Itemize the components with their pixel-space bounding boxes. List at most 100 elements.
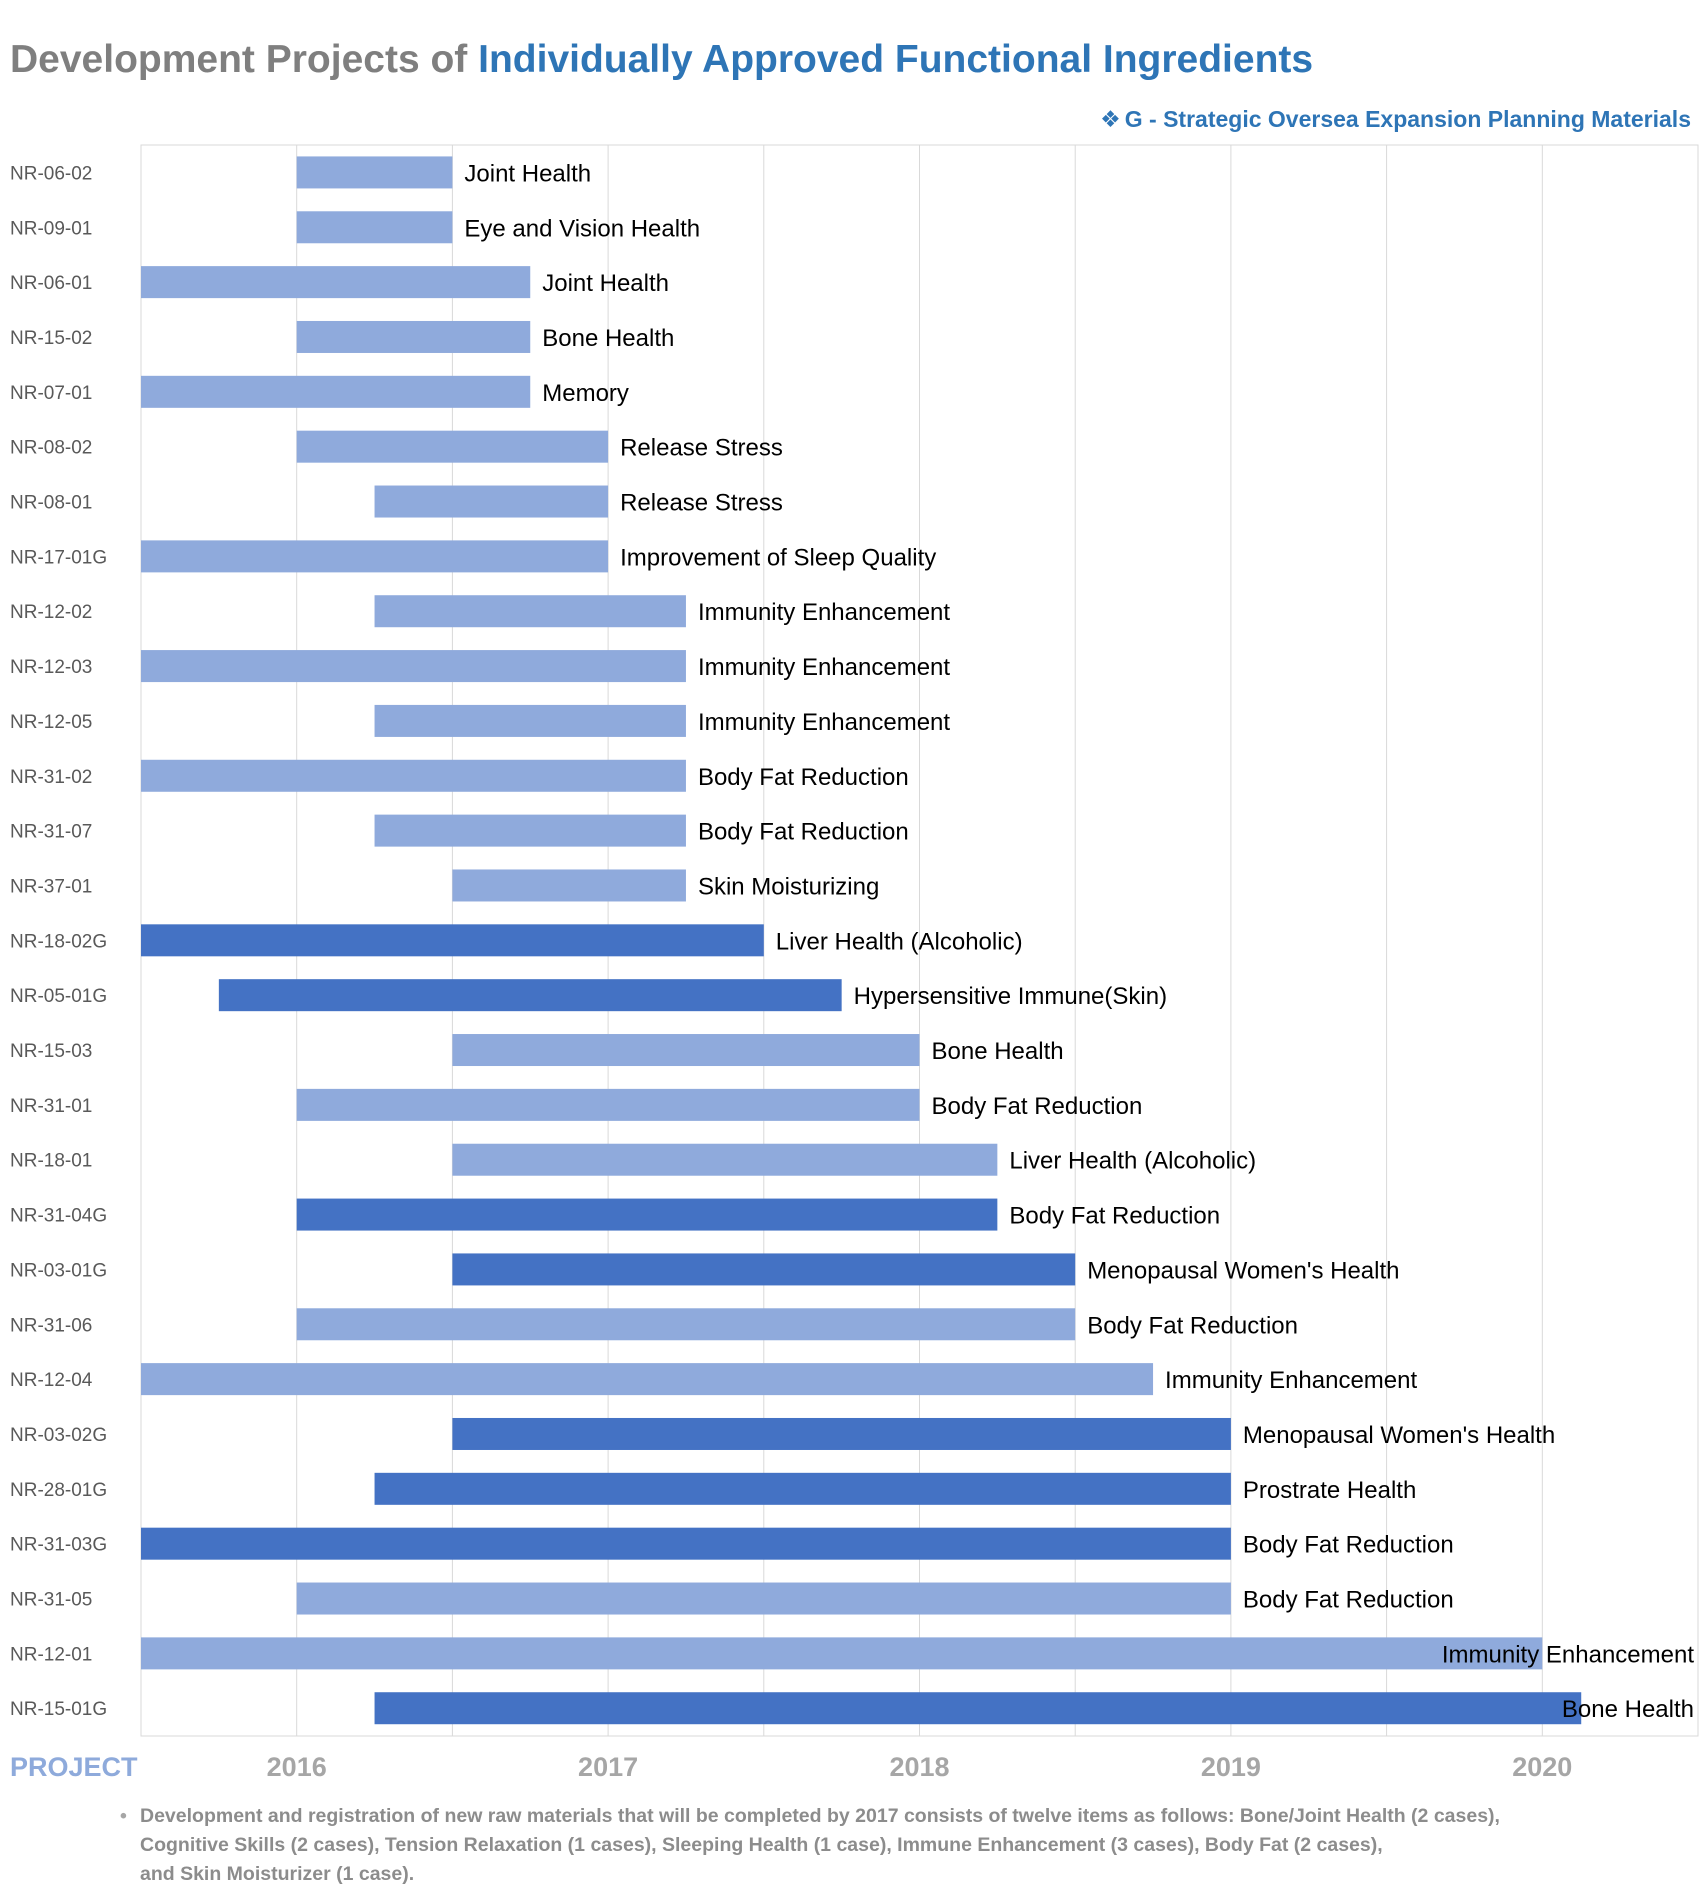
project-id-nr-12-01: NR-12-01 bbox=[10, 1644, 92, 1665]
bar-nr-08-02 bbox=[296, 430, 609, 463]
bar-label-nr-31-03g: Body Fat Reduction bbox=[1243, 1532, 1454, 1559]
footnote-line-1: Development and registration of new raw … bbox=[140, 1805, 1500, 1827]
project-id-nr-05-01g: NR-05-01G bbox=[10, 986, 107, 1007]
bar-label-nr-12-04: Immunity Enhancement bbox=[1165, 1367, 1417, 1394]
project-id-nr-31-01: NR-31-01 bbox=[10, 1096, 92, 1117]
x-tick-label-2020: 2020 bbox=[1512, 1752, 1572, 1782]
bar-label-nr-28-01g: Prostrate Health bbox=[1243, 1477, 1416, 1504]
bar-nr-08-01 bbox=[374, 485, 609, 518]
project-id-nr-31-02: NR-31-02 bbox=[10, 767, 92, 788]
project-id-nr-31-07: NR-31-07 bbox=[10, 822, 92, 843]
bar-nr-09-01 bbox=[296, 211, 453, 244]
bar-label-nr-08-01: Release Stress bbox=[620, 490, 783, 517]
project-id-nr-17-01g: NR-17-01G bbox=[10, 547, 107, 568]
project-id-labels: NR-06-02 NR-09-01 NR-06-01 NR-15-02 NR-07-01… bbox=[10, 163, 107, 1720]
project-id-nr-03-02g: NR-03-02G bbox=[10, 1425, 107, 1446]
project-id-nr-31-04g: NR-31-04G bbox=[10, 1206, 107, 1227]
bar-nr-12-01 bbox=[141, 1637, 1543, 1670]
bar-nr-31-06 bbox=[296, 1308, 1076, 1341]
bar-label-nr-09-01: Eye and Vision Health bbox=[464, 215, 700, 242]
project-id-nr-12-05: NR-12-05 bbox=[10, 712, 92, 733]
project-id-nr-15-03: NR-15-03 bbox=[10, 1041, 92, 1062]
bar-nr-12-02 bbox=[374, 595, 686, 628]
chart-subtitle-text: G - Strategic Oversea Expansion Planning… bbox=[1124, 106, 1691, 132]
project-id-nr-03-01g: NR-03-01G bbox=[10, 1260, 107, 1281]
bar-nr-31-05 bbox=[296, 1582, 1231, 1615]
bar-nr-03-01g bbox=[452, 1253, 1076, 1286]
bar-nr-28-01g bbox=[374, 1472, 1231, 1505]
bar-nr-31-02 bbox=[141, 759, 686, 792]
bar-nr-12-05 bbox=[374, 704, 686, 737]
bars bbox=[141, 156, 1582, 1725]
project-id-nr-09-01: NR-09-01 bbox=[10, 218, 92, 239]
x-tick-label-2017: 2017 bbox=[578, 1752, 638, 1782]
bar-nr-03-02g bbox=[452, 1417, 1231, 1450]
bar-label-nr-31-07: Body Fat Reduction bbox=[698, 819, 909, 846]
project-id-nr-07-01: NR-07-01 bbox=[10, 383, 92, 404]
y-axis-title: PROJECT bbox=[10, 1752, 138, 1782]
bar-nr-12-03 bbox=[141, 650, 686, 683]
project-id-nr-06-02: NR-06-02 bbox=[10, 163, 92, 184]
bar-label-nr-31-04g: Body Fat Reduction bbox=[1009, 1203, 1220, 1230]
x-tick-label-2016: 2016 bbox=[267, 1752, 327, 1782]
footnote-line-3: and Skin Moisturizer (1 case). bbox=[140, 1863, 415, 1885]
x-tick-label-2019: 2019 bbox=[1201, 1752, 1261, 1782]
project-id-nr-31-03g: NR-31-03G bbox=[10, 1535, 107, 1556]
gantt-chart: Joint Health Eye and Vision Health Joint H… bbox=[10, 144, 1699, 1782]
chart-title-part1: Development Projects of bbox=[10, 38, 479, 81]
bar-label-nr-31-05: Body Fat Reduction bbox=[1243, 1587, 1454, 1614]
bar-label-nr-31-01: Body Fat Reduction bbox=[932, 1093, 1143, 1120]
bar-nr-06-02 bbox=[296, 156, 453, 189]
bar-nr-31-01 bbox=[296, 1088, 920, 1121]
bar-label-nr-07-01: Memory bbox=[542, 380, 629, 407]
project-id-nr-18-01: NR-18-01 bbox=[10, 1151, 92, 1172]
bar-label-nr-06-01: Joint Health bbox=[542, 270, 669, 297]
bar-label-nr-15-01g: Bone Health bbox=[1562, 1696, 1694, 1723]
bar-nr-15-03 bbox=[452, 1034, 920, 1067]
project-id-nr-37-01: NR-37-01 bbox=[10, 876, 92, 897]
bar-label-nr-18-01: Liver Health (Alcoholic) bbox=[1009, 1148, 1256, 1175]
project-id-nr-12-03: NR-12-03 bbox=[10, 657, 92, 678]
project-id-nr-08-02: NR-08-02 bbox=[10, 438, 92, 459]
diamond-icon: ❖ bbox=[1100, 106, 1121, 132]
bar-label-nr-05-01g: Hypersensitive Immune(Skin) bbox=[854, 983, 1167, 1010]
bar-label-nr-31-06: Body Fat Reduction bbox=[1087, 1312, 1298, 1339]
footnote: • Development and registration of new ra… bbox=[120, 1802, 1680, 1889]
x-axis-tick-labels: 2016 2017 2018 2019 2020 bbox=[267, 1752, 1573, 1782]
bar-labels: Joint Health Eye and Vision Health Joint H… bbox=[464, 160, 1694, 1723]
bar-label-nr-03-02g: Menopausal Women's Health bbox=[1243, 1422, 1555, 1449]
bar-label-nr-18-02g: Liver Health (Alcoholic) bbox=[776, 928, 1023, 955]
bar-label-nr-12-02: Immunity Enhancement bbox=[698, 599, 950, 626]
chart-subtitle: ❖ G - Strategic Oversea Expansion Plannin… bbox=[1100, 106, 1691, 133]
bar-nr-17-01g bbox=[141, 540, 609, 573]
project-id-nr-28-01g: NR-28-01G bbox=[10, 1480, 107, 1501]
project-id-nr-31-06: NR-31-06 bbox=[10, 1315, 92, 1336]
bar-nr-18-01 bbox=[452, 1143, 998, 1176]
bar-label-nr-17-01g: Improvement of Sleep Quality bbox=[620, 544, 936, 571]
project-id-nr-12-02: NR-12-02 bbox=[10, 602, 92, 623]
bar-nr-15-01g bbox=[374, 1692, 1582, 1725]
project-id-nr-12-04: NR-12-04 bbox=[10, 1370, 93, 1391]
bar-nr-05-01g bbox=[218, 979, 842, 1012]
footnote-line-2: Cognitive Skills (2 cases), Tension Rela… bbox=[140, 1834, 1383, 1856]
bar-nr-18-02g bbox=[141, 924, 764, 957]
x-tick-label-2018: 2018 bbox=[889, 1752, 949, 1782]
bar-label-nr-15-02: Bone Health bbox=[542, 325, 674, 352]
bar-nr-31-03g bbox=[141, 1527, 1231, 1560]
project-id-nr-08-01: NR-08-01 bbox=[10, 493, 92, 514]
bar-label-nr-31-02: Body Fat Reduction bbox=[698, 764, 909, 791]
bar-nr-31-07 bbox=[374, 814, 686, 847]
bar-nr-15-02 bbox=[296, 320, 531, 353]
footnote-bullet: • bbox=[120, 1805, 127, 1827]
bar-label-nr-15-03: Bone Health bbox=[932, 1038, 1064, 1065]
bar-nr-37-01 bbox=[452, 869, 686, 902]
bar-label-nr-12-03: Immunity Enhancement bbox=[698, 654, 950, 681]
chart-title-part2: Individually Approved Functional Ingredi… bbox=[478, 38, 1314, 81]
bar-label-nr-03-01g: Menopausal Women's Health bbox=[1087, 1257, 1399, 1284]
bar-nr-31-04g bbox=[296, 1198, 998, 1231]
bar-label-nr-12-01: Immunity Enhancement bbox=[1442, 1641, 1694, 1668]
bar-label-nr-08-02: Release Stress bbox=[620, 435, 783, 462]
project-id-nr-15-02: NR-15-02 bbox=[10, 328, 92, 349]
bar-nr-06-01 bbox=[141, 266, 531, 299]
bar-label-nr-12-05: Immunity Enhancement bbox=[698, 709, 950, 736]
